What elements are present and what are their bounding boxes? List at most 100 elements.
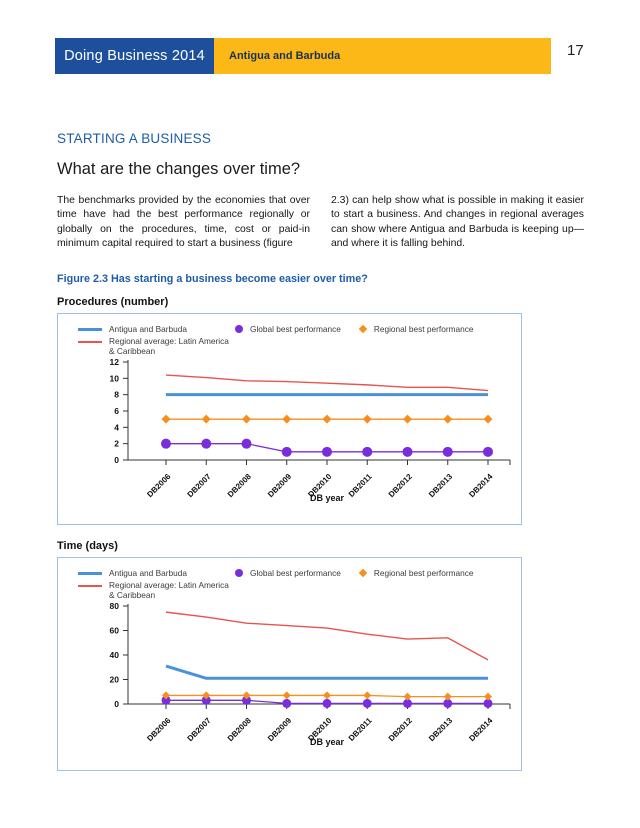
x-tick-label: DB2006 (145, 716, 173, 744)
marker-regional-best-performance (443, 414, 453, 424)
series-line-regional-average-latin-america-caribbean (165, 374, 489, 392)
diamond-marker-icon (358, 569, 368, 578)
circle-marker-icon (235, 325, 243, 334)
y-tick-label: 10 (110, 373, 120, 383)
x-tick-label: DB2013 (427, 472, 455, 500)
marker-global-best-performance (403, 699, 412, 709)
x-tick-label: DB2013 (427, 716, 455, 744)
series-line-antigua-and-barbuda (165, 664, 488, 680)
legend-label: Regional average: Latin America & Caribbe… (109, 581, 229, 600)
economy-name: Antigua and Barbuda (229, 50, 341, 62)
marker-global-best-performance (402, 446, 413, 457)
marker-global-best-performance (442, 446, 453, 457)
marker-global-best-performance (242, 695, 251, 705)
x-tick-label: DB2009 (266, 716, 294, 744)
body-text-columns: The benchmarks provided by the economies… (57, 194, 584, 252)
page-header: Doing Business 2014 Antigua and Barbuda (55, 38, 551, 74)
marker-global-best-performance (443, 699, 453, 709)
legend-label-line: Regional average: Latin America (109, 336, 229, 347)
report-title-banner: Doing Business 2014 (55, 38, 214, 74)
y-tick-label: 4 (114, 422, 119, 432)
marker-regional-best-performance (282, 414, 292, 424)
marker-regional-best-performance (362, 414, 372, 424)
marker-regional-best-performance (242, 414, 251, 424)
legend-label: Regional average: Latin America & Caribbe… (109, 337, 229, 356)
report-title: Doing Business 2014 (64, 48, 205, 64)
line-swatch-icon (78, 341, 102, 343)
x-tick-label: DB2007 (186, 472, 214, 500)
legend-label: Regional best performance (373, 567, 474, 578)
marker-global-best-performance (201, 438, 212, 449)
chart-title-procedures: Procedures (number) (57, 295, 169, 308)
marker-regional-best-performance (201, 414, 211, 424)
marker-global-best-performance (322, 699, 332, 709)
marker-regional-best-performance (403, 414, 412, 424)
x-tick-label: DB2008 (226, 716, 254, 744)
page-content: STARTING A BUSINESS What are the changes… (57, 131, 584, 771)
legend-item-regional-best-performance: Regional best performance (358, 323, 474, 335)
marker-global-best-performance (483, 699, 493, 709)
legend-item-antigua-and-barbuda: Antigua and Barbuda (78, 323, 217, 335)
marker-regional-best-performance (323, 691, 331, 700)
marker-global-best-performance (281, 446, 292, 457)
circle-marker-icon (235, 569, 243, 578)
legend-label-line: & Caribbean (109, 345, 156, 356)
time-chart: Antigua and Barbuda Regional average: Lat… (57, 556, 522, 771)
legend-label: Regional best performance (373, 323, 474, 334)
x-tick-label: DB2014 (467, 472, 495, 500)
y-tick-label: 60 (110, 626, 120, 636)
legend-column-lines: Antigua and Barbuda Regional average: Lat… (78, 567, 234, 601)
axes (123, 360, 511, 466)
marker-global-best-performance (362, 699, 372, 709)
marker-global-best-performance (161, 438, 171, 449)
legend-label: Antigua and Barbuda (109, 567, 187, 578)
marker-regional-best-performance (484, 692, 492, 701)
y-tick-label: 2 (114, 439, 119, 449)
y-tick-label: 6 (114, 406, 119, 416)
legend-column-lines: Antigua and Barbuda Regional average: Lat… (78, 323, 234, 357)
procedures-chart: Antigua and Barbuda Regional average: Lat… (57, 312, 522, 525)
series-line-regional-average-latin-america-caribbean (165, 611, 489, 661)
axes (123, 604, 511, 710)
marker-regional-best-performance (363, 691, 372, 700)
legend-item-regional-average-latin-america-caribbean: Regional average: Latin America & Caribbe… (78, 581, 229, 600)
marker-regional-best-performance (161, 414, 171, 424)
legend-procedures-number: Antigua and Barbuda Regional average: Lat… (58, 314, 521, 357)
legend-time-days: Antigua and Barbuda Regional average: Lat… (58, 558, 521, 601)
chart-title-time: Time (days) (57, 539, 118, 552)
legend-label: Global best performance (250, 567, 341, 578)
legend-label-line: & Caribbean (109, 589, 156, 600)
x-tick-label: DB2012 (387, 716, 415, 744)
marker-global-best-performance (362, 446, 373, 457)
marker-regional-best-performance (443, 692, 452, 701)
marker-regional-best-performance (322, 414, 332, 424)
legend-item-regional-average-latin-america-caribbean: Regional average: Latin America & Caribbe… (78, 337, 229, 356)
marker-regional-best-performance (242, 691, 251, 700)
marker-global-best-performance (322, 446, 332, 457)
x-tick-label: DB2014 (467, 716, 495, 744)
marker-global-best-performance (483, 446, 493, 457)
legend-item-global-best-performance: Global best performance (234, 323, 341, 335)
line-swatch-icon (78, 571, 102, 575)
x-tick-label: DB2006 (145, 472, 173, 500)
marker-global-best-performance (241, 438, 252, 449)
x-tick-label: DB2009 (266, 472, 294, 500)
line-swatch-icon (78, 585, 102, 587)
body-text-column-1: The benchmarks provided by the economies… (57, 195, 310, 250)
y-tick-label: 40 (110, 650, 120, 660)
marker-regional-best-performance (162, 691, 170, 700)
legend-label: Antigua and Barbuda (109, 323, 187, 334)
section-subheading: What are the changes over time? (57, 160, 301, 178)
x-tick-label: DB2012 (387, 472, 415, 500)
y-tick-label: 0 (114, 455, 119, 465)
body-text-column-2: 2.3) can help show what is possible in m… (331, 195, 584, 250)
x-tick-label: DB2007 (186, 716, 214, 744)
marker-regional-best-performance (202, 691, 211, 700)
legend-item-global-best-performance: Global best performance (234, 567, 341, 579)
y-tick-label: 0 (114, 699, 119, 709)
legend-label: Global best performance (250, 323, 341, 334)
legend-item-regional-best-performance: Regional best performance (358, 567, 474, 579)
legend-label-line: Regional average: Latin America (109, 580, 229, 591)
